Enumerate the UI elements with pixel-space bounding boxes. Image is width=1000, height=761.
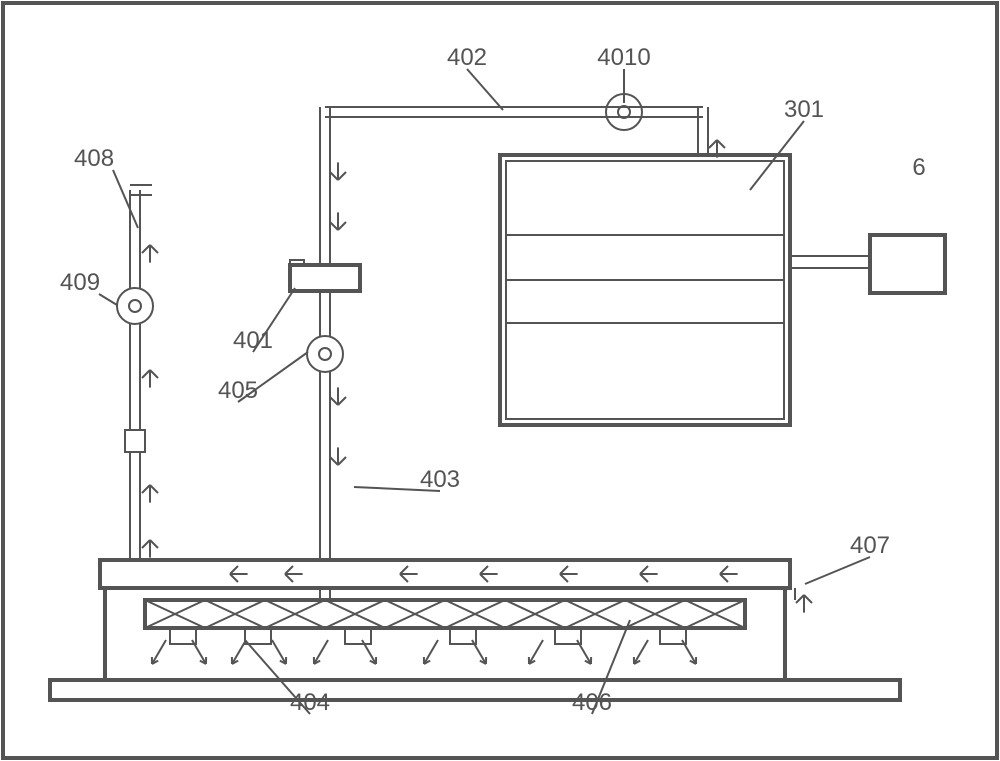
svg-text:407: 407 [850, 532, 890, 559]
svg-text:404: 404 [290, 689, 330, 716]
svg-text:403: 403 [420, 466, 460, 493]
svg-text:408: 408 [74, 145, 114, 172]
svg-text:409: 409 [60, 269, 100, 296]
svg-text:301: 301 [784, 96, 824, 123]
svg-text:402: 402 [447, 44, 487, 71]
svg-text:405: 405 [218, 377, 258, 404]
svg-text:4010: 4010 [597, 44, 650, 71]
svg-text:6: 6 [912, 154, 925, 181]
